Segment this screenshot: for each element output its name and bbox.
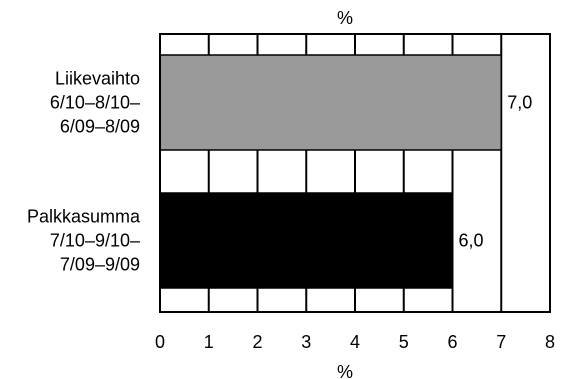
x-tick-label: 7 [496, 332, 506, 352]
x-tick-label: 5 [399, 332, 409, 352]
category-label: Liikevaihto [55, 69, 140, 89]
data-label: 7,0 [507, 93, 532, 113]
top-axis-label: % [337, 8, 353, 28]
x-axis-label: % [337, 362, 353, 379]
category-label: 6/09–8/09 [60, 117, 140, 137]
data-label: 6,0 [459, 231, 484, 251]
bars [159, 54, 502, 289]
x-tick-label: 0 [155, 332, 165, 352]
plot-frame [159, 33, 551, 313]
category-label: 6/10–8/10– [50, 93, 140, 113]
category-label: Palkkasumma [27, 207, 141, 227]
bar [159, 54, 502, 151]
x-tick-label: 8 [545, 332, 555, 352]
x-tick-label: 6 [447, 332, 457, 352]
category-label: 7/10–9/10– [50, 231, 140, 251]
value-labels: 7,0 6,0 [459, 93, 533, 251]
bar [159, 192, 454, 289]
x-tick-labels: 0 1 2 3 4 5 6 7 8 [155, 332, 555, 352]
x-tick-label: 4 [350, 332, 360, 352]
x-tick-label: 3 [301, 332, 311, 352]
category-labels: Liikevaihto 6/10–8/10– 6/09–8/09 Palkkasumm… [27, 69, 141, 275]
x-tick-label: 1 [204, 332, 214, 352]
x-tick-label: 2 [252, 332, 262, 352]
category-label: 7/09–9/09 [60, 255, 140, 275]
